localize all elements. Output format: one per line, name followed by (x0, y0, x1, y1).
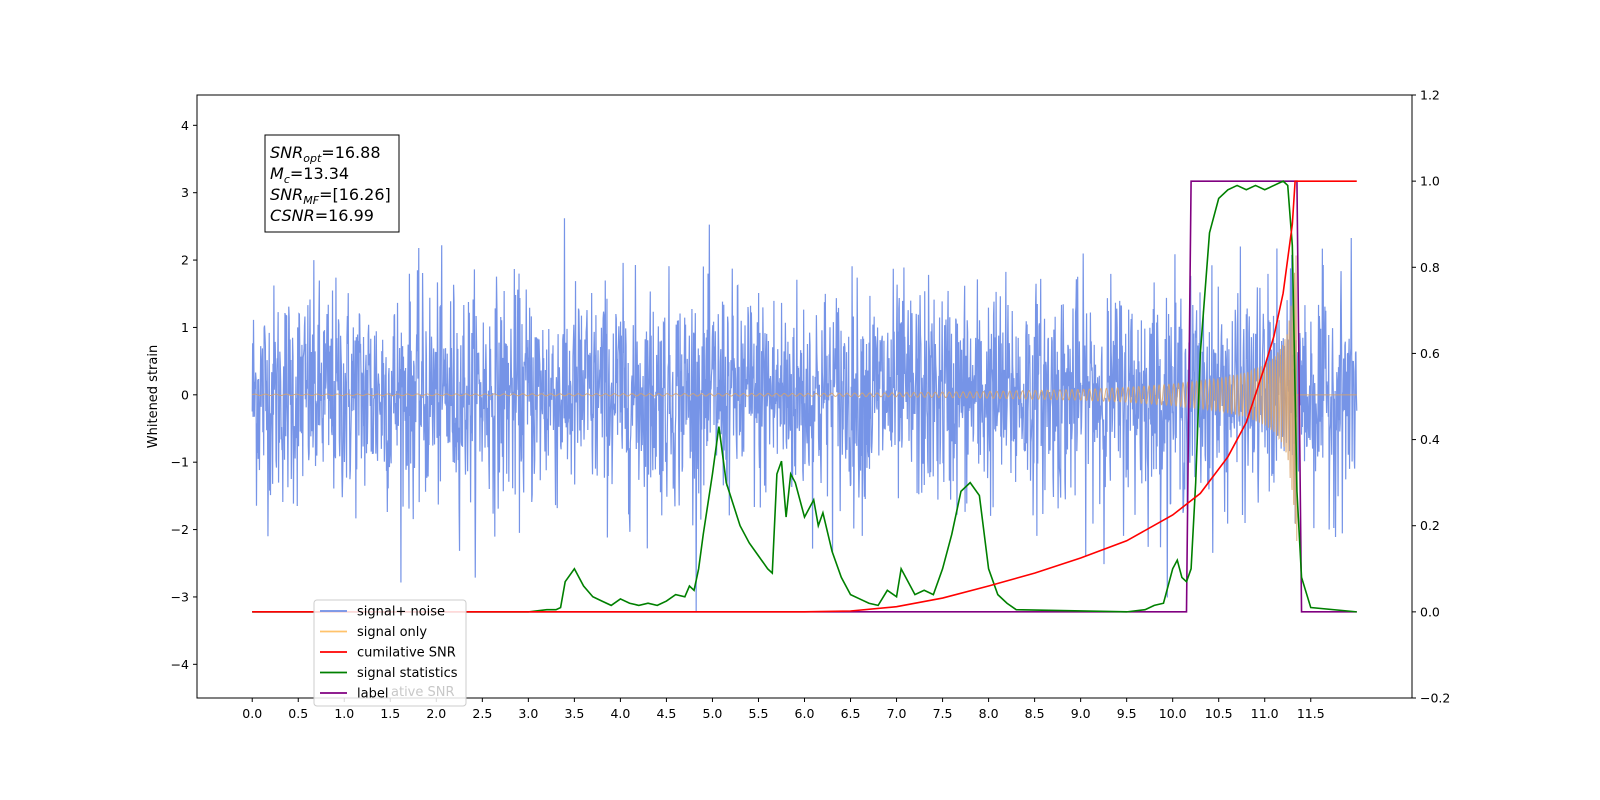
x-tick-label: 6.0 (795, 706, 815, 721)
x-tick-label: 11.5 (1297, 706, 1325, 721)
legend-label: signal only (357, 625, 427, 640)
annotation-line: SNRopt=16.88 (270, 143, 381, 165)
x-tick-label: 9.0 (1071, 706, 1091, 721)
x-tick-label: 4.5 (656, 706, 676, 721)
signal-statistics-line (252, 180, 1357, 613)
y-tick-label: −4 (171, 657, 189, 672)
x-tick-label: 1.0 (334, 706, 354, 721)
x-tick-label: 4.0 (610, 706, 630, 721)
legend-box (313, 599, 467, 707)
y-tick-label: 0 (181, 387, 189, 402)
x-tick-label: 2.5 (472, 706, 492, 721)
legend-label: label (357, 687, 388, 702)
signal-noise-series (251, 218, 1358, 612)
x-tick-label: 3.0 (518, 706, 538, 721)
annotation-line: CSNR=16.99 (270, 206, 374, 225)
x-tick-label: 8.0 (979, 706, 999, 721)
x-tick-label: 9.5 (1117, 706, 1137, 721)
y2-tick-label: 1.2 (1420, 88, 1440, 103)
signal-noise-line (251, 218, 1358, 612)
legend: ative SNR signal+ noise signal only cumilat… (313, 599, 467, 707)
y2-tick-label: 1.0 (1420, 174, 1440, 189)
y-tick-label: 2 (181, 253, 189, 268)
y-tick-label: −1 (171, 455, 189, 470)
x-tick-label: 0.5 (288, 706, 308, 721)
x-tick-label: 10.0 (1159, 706, 1187, 721)
signal-only-series (252, 255, 1357, 541)
y-tick-label: −2 (171, 522, 189, 537)
y-tick-label: 3 (181, 185, 189, 200)
y2-tick-label: 0.0 (1420, 604, 1440, 619)
x-tick-label: 6.5 (841, 706, 861, 721)
x-tick-label: 7.5 (933, 706, 953, 721)
x-tick-label: 0.0 (242, 706, 262, 721)
cumulative-snr-line (252, 180, 1357, 613)
legend-label: signal statistics (357, 666, 458, 681)
x-tick-label: 5.0 (703, 706, 723, 721)
y2-tick-label: −0.2 (1420, 691, 1450, 706)
annotation-box (264, 134, 400, 233)
signal-only-line (252, 255, 1357, 541)
x-tick-label: 10.5 (1205, 706, 1233, 721)
y2-tick-label: 0.4 (1420, 432, 1440, 447)
y-tick-label: 1 (181, 320, 189, 335)
x-tick-label: 2.0 (426, 706, 446, 721)
x-tick-label: 1.5 (380, 706, 400, 721)
metrics-annotation: SNRopt=16.88Mc=13.34SNRMF=[16.26]CSNR=16… (264, 134, 400, 233)
annotation-line: SNRMF=[16.26] (270, 185, 391, 207)
axis-ticks: 0.0 0.5 1.0 1.5 2.0 2.5 3.0 3.5 4.0 4.5 5.0 5.5 6.0 6… (171, 88, 1451, 722)
y-tick-label: −3 (171, 589, 189, 604)
y2-tick-label: 0.8 (1420, 260, 1440, 275)
label-line (252, 180, 1357, 613)
y-axis-label: Whitened strain (146, 345, 161, 448)
y-tick-label: 4 (181, 118, 189, 133)
x-tick-label: 5.5 (749, 706, 769, 721)
legend-label: signal+ noise (357, 605, 445, 620)
right-axis-series (252, 180, 1357, 613)
annotation-line: Mc=13.34 (270, 164, 349, 186)
x-tick-label: 8.5 (1025, 706, 1045, 721)
legend-overlap-text: ative SNR (391, 685, 455, 700)
x-tick-label: 7.0 (887, 706, 907, 721)
x-tick-label: 11.0 (1251, 706, 1279, 721)
legend-label: cumilative SNR (357, 646, 456, 661)
x-tick-label: 3.5 (564, 706, 584, 721)
y2-tick-label: 0.2 (1420, 518, 1440, 533)
y2-tick-label: 0.6 (1420, 346, 1440, 361)
